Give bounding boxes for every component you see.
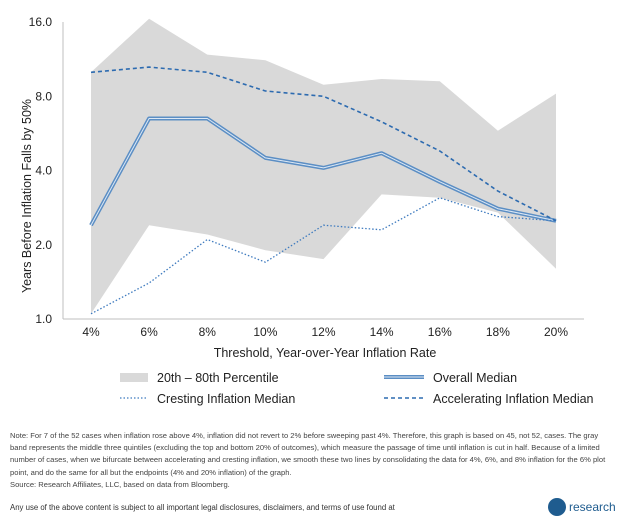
series-line-cresting-inflation-median bbox=[90, 197, 557, 315]
y-tick-label: 16.0 bbox=[29, 15, 53, 29]
y-tick-labels: 1.0 2.0 4.0 8.0 16.0 bbox=[29, 15, 53, 326]
legend: 20th – 80th Percentile Overall Median Cr… bbox=[120, 371, 594, 406]
series-line-overall-median-inner bbox=[90, 118, 557, 226]
brand-text: research bbox=[569, 500, 616, 514]
x-tick-label: 4% bbox=[82, 325, 100, 339]
legend-label-overall: Overall Median bbox=[433, 371, 517, 385]
y-tick-label: 1.0 bbox=[35, 312, 52, 326]
x-axis-title: Threshold, Year-over-Year Inflation Rate bbox=[214, 346, 437, 360]
series-line-accelerating-inflation-median bbox=[90, 66, 557, 222]
legend-label-band: 20th – 80th Percentile bbox=[157, 371, 279, 385]
source-text: Source: Research Affiliates, LLC, based … bbox=[10, 479, 230, 489]
legend-swatch-band bbox=[120, 373, 148, 382]
x-tick-label: 8% bbox=[199, 325, 217, 339]
x-tick-label: 16% bbox=[428, 325, 452, 339]
axes bbox=[62, 22, 584, 320]
legend-label-accelerating: Accelerating Inflation Median bbox=[433, 392, 594, 406]
chart-note: Note: For 7 of the 52 cases when inflati… bbox=[10, 430, 614, 491]
y-axis-title: Years Before Inflation Falls by 50% bbox=[20, 99, 34, 293]
brand-logo: research bbox=[548, 498, 616, 516]
x-tick-label: 18% bbox=[486, 325, 510, 339]
y-tick-label: 4.0 bbox=[35, 164, 52, 178]
y-tick-label: 8.0 bbox=[35, 89, 52, 103]
x-tick-label: 20% bbox=[544, 325, 568, 339]
legend-label-cresting: Cresting Inflation Median bbox=[157, 392, 295, 406]
series-lines bbox=[89, 66, 557, 315]
legal-footer: Any use of the above content is subject … bbox=[10, 503, 395, 512]
x-tick-label: 14% bbox=[370, 325, 394, 339]
brand-mark-icon bbox=[548, 498, 566, 516]
x-tick-labels: 4% 6% 8% 10% 12% 14% 16% 18% 20% bbox=[82, 325, 568, 339]
chart: 1.0 2.0 4.0 8.0 16.0 4% 6% 8% 10% 12% 14% 16% 18% 20… bbox=[20, 15, 594, 406]
x-tick-label: 6% bbox=[140, 325, 158, 339]
y-tick-label: 2.0 bbox=[35, 238, 52, 252]
x-tick-label: 12% bbox=[311, 325, 335, 339]
note-text: Note: For 7 of the 52 cases when inflati… bbox=[10, 431, 606, 477]
x-tick-label: 10% bbox=[253, 325, 277, 339]
